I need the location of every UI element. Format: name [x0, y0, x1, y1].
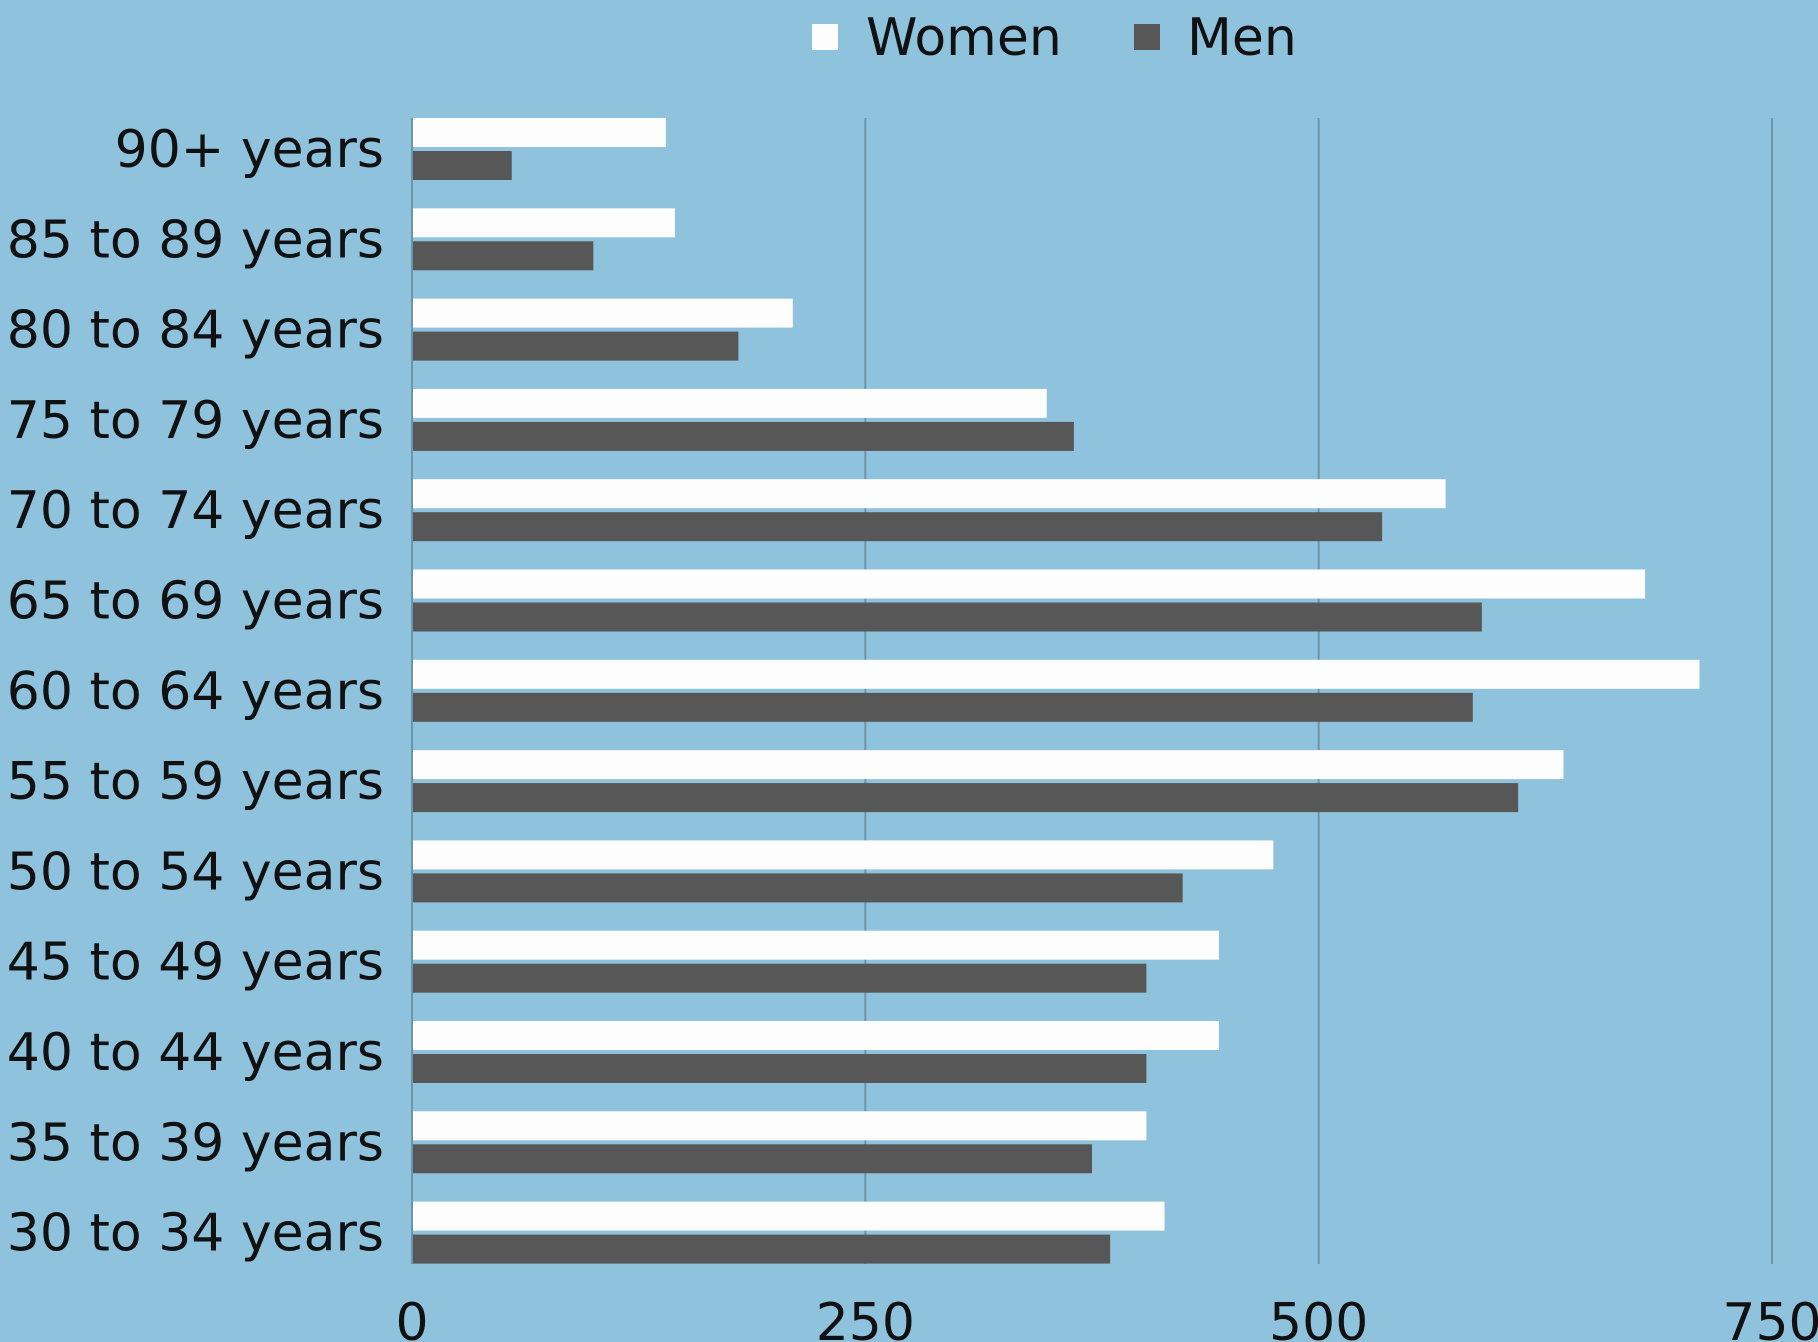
- x-tick-labels: 0 250 500 750: [395, 1293, 1818, 1342]
- bar-women: [413, 840, 1274, 870]
- category-label: 45 to 49 years: [7, 933, 384, 993]
- bar-men: [413, 512, 1383, 542]
- x-tick-label: 750: [1722, 1293, 1818, 1342]
- bar-men: [413, 873, 1183, 903]
- bar-men: [413, 692, 1473, 722]
- bar-men: [413, 241, 594, 271]
- bar-women: [413, 118, 666, 147]
- legend-label-women: Women: [866, 8, 1062, 68]
- category-labels: 90+ years 85 to 89 years 80 to 84 years 75 …: [7, 120, 384, 1264]
- legend-swatch-men: [1134, 24, 1160, 50]
- bar-men: [413, 602, 1482, 632]
- bar-men: [413, 1054, 1147, 1083]
- bar-women: [413, 750, 1564, 780]
- category-label: 35 to 39 years: [7, 1113, 384, 1173]
- bar-women: [413, 208, 675, 238]
- category-label: 40 to 44 years: [7, 1023, 384, 1083]
- bar-women: [413, 659, 1700, 689]
- bar-women: [413, 479, 1446, 509]
- bar-men: [413, 151, 512, 180]
- category-label: 30 to 34 years: [7, 1204, 384, 1264]
- grid-lines: [411, 118, 1773, 1264]
- category-label: 65 to 69 years: [7, 572, 384, 632]
- bar-women: [413, 569, 1646, 599]
- bar-women: [413, 930, 1219, 960]
- category-label: 80 to 84 years: [7, 301, 384, 361]
- category-label: 55 to 59 years: [7, 752, 384, 812]
- bar-men: [413, 1234, 1111, 1264]
- category-label: 60 to 64 years: [7, 662, 384, 722]
- bar-women: [413, 1111, 1147, 1141]
- x-tick-label: 250: [816, 1293, 915, 1342]
- bar-men: [413, 963, 1147, 993]
- bar-women: [413, 388, 1047, 418]
- x-tick-label: 500: [1269, 1293, 1368, 1342]
- bar-women: [413, 1201, 1165, 1231]
- bars: [413, 118, 1700, 1264]
- bar-women: [413, 298, 793, 328]
- bar-men: [413, 421, 1074, 451]
- category-label: 85 to 89 years: [7, 210, 384, 270]
- legend-swatch-women: [812, 24, 838, 50]
- legend-label-men: Men: [1187, 8, 1297, 68]
- bar-men: [413, 783, 1519, 813]
- bar-men: [413, 331, 739, 361]
- category-label: 75 to 79 years: [7, 391, 384, 451]
- x-tick-label: 0: [395, 1293, 428, 1342]
- category-label: 50 to 54 years: [7, 842, 384, 902]
- bar-women: [413, 1021, 1219, 1050]
- legend: Women Men: [812, 8, 1297, 68]
- category-label: 70 to 74 years: [7, 481, 384, 541]
- category-label: 90+ years: [115, 120, 384, 180]
- bar-men: [413, 1144, 1092, 1174]
